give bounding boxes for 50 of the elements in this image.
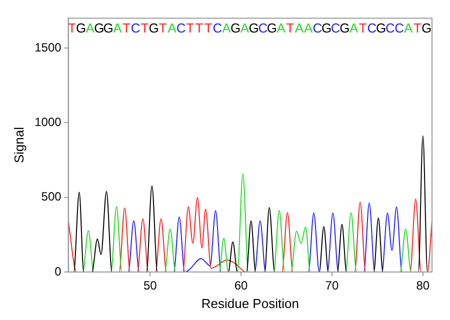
annotation: T [158, 20, 167, 36]
x-tick-label: 80 [416, 278, 430, 293]
annotation: C [212, 20, 222, 36]
annotation: C [130, 20, 140, 36]
annotation: T [195, 20, 204, 36]
annotation: C [258, 20, 268, 36]
annotation: G [340, 20, 350, 36]
annotation: A [404, 20, 414, 36]
annotation: G [230, 20, 241, 36]
y-tick-label: 0 [54, 264, 62, 278]
annotation: T [413, 20, 422, 36]
y-tick-label: 1500 [34, 40, 62, 54]
annotation: T [122, 20, 131, 36]
annotation: T [358, 20, 367, 36]
y-tick-label: 1000 [34, 115, 62, 130]
annotation: G [421, 20, 432, 36]
annotation: G [376, 20, 386, 36]
annotation: G [148, 20, 159, 36]
x-tick-label: 70 [325, 278, 339, 293]
annotation: T [186, 20, 194, 36]
annotation: T [204, 20, 212, 36]
annotation: C [367, 20, 377, 36]
annotation: A [168, 20, 177, 36]
x-axis-title: Residue Position [201, 296, 299, 311]
annotation: T [286, 20, 294, 36]
annotation: T [68, 20, 76, 36]
annotation: C [394, 20, 404, 36]
annotation: C [330, 20, 340, 36]
annotation: A [240, 20, 250, 36]
annotation: G [266, 20, 278, 36]
annotation: C [312, 20, 322, 36]
annotation: A [222, 20, 232, 36]
annotation: C [385, 20, 395, 36]
annotation: A [304, 20, 314, 36]
annotation: A [113, 20, 122, 36]
annotation: G [321, 20, 332, 36]
annotation: C [176, 20, 186, 36]
annotation: A [86, 20, 95, 36]
x-tick-label: 50 [143, 278, 158, 293]
annotation: G [76, 20, 86, 36]
annotation: A [349, 20, 358, 36]
annotation: A [276, 20, 286, 36]
y-axis-title: Signal [11, 126, 26, 164]
annotation: A [294, 20, 304, 36]
y-tick-label: 500 [41, 190, 62, 204]
annotation: T [140, 20, 149, 36]
annotation: G [94, 20, 104, 36]
annotation: G [248, 20, 259, 36]
x-tick-label: 60 [234, 278, 248, 293]
annotation: G [103, 20, 114, 36]
